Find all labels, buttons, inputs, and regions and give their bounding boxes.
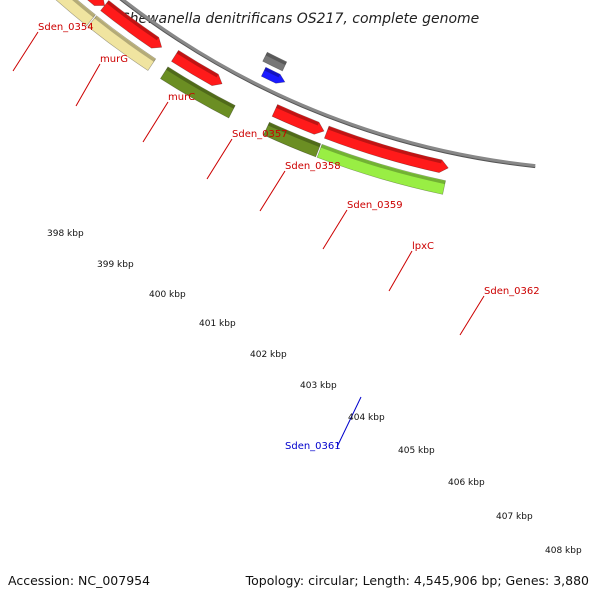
gene-Sden-0361-grey-body [262, 51, 288, 72]
scale-label: 408 kbp [545, 546, 582, 556]
rev-arrow-9-body [323, 125, 449, 173]
gene-label: Sden_0357 [232, 129, 288, 140]
gene-Sden-0359-cds-body [87, 15, 157, 71]
rev-arrow-9 [323, 125, 449, 173]
rev-arrow-7-body [171, 49, 223, 86]
gene-Sden-0362-cds [263, 121, 322, 158]
leader-line [459, 295, 485, 336]
rev-arrow-8 [271, 104, 325, 135]
leader-line [336, 396, 362, 448]
rev-arrow-7 [171, 49, 223, 86]
gene-label: Sden_0358 [285, 161, 341, 172]
gene-Sden-0362-cds-shade [267, 122, 321, 148]
leader-line [206, 138, 233, 180]
gene-label: murG [100, 54, 128, 65]
scale-label: 400 kbp [149, 290, 186, 300]
scale-label: 398 kbp [47, 229, 84, 239]
gene-Sden-0361-blue-body [260, 66, 286, 84]
gene-label: Sden_0361 [285, 441, 341, 452]
gene-Sden-0359-cds-shade [94, 16, 156, 62]
gene-label-layer: Sden_0354 murG murC Sden_0357 Sden_0358 Sden_… [12, 22, 540, 452]
rev-arrow-8-shade [276, 104, 319, 126]
rev-arrow-6-body [100, 0, 163, 49]
scale-label: 403 kbp [300, 381, 337, 391]
rev-arrow-6 [100, 0, 163, 49]
map-title: Shewanella denitrificans OS217, complete… [121, 11, 480, 27]
leader-line [75, 63, 101, 107]
scale-label: 402 kbp [250, 350, 287, 360]
gene-Sden-0363-cds [316, 143, 446, 195]
rev-arrow-5-body [87, 0, 106, 6]
accession-text: Accession: NC_007954 [8, 573, 150, 588]
backbone-line [121, 0, 536, 168]
rev-arrow-6-shade [106, 0, 159, 41]
gene-label: Sden_0362 [484, 286, 540, 297]
gene-Sden-0359-cds [87, 15, 157, 71]
gene-lpxC-cds [160, 66, 236, 119]
feature-layer [55, 0, 449, 195]
leader-line [142, 101, 169, 143]
scale-label: 401 kbp [199, 319, 236, 329]
scale-label: 399 kbp [97, 260, 134, 270]
scale-label: 404 kbp [348, 413, 385, 423]
gene-lpxC-cds-body [160, 66, 236, 119]
leader-line [259, 170, 286, 212]
genome-backbone [119, 0, 536, 169]
gene-Sden-0361-blue [260, 66, 286, 84]
gene-label: Sden_0354 [38, 22, 94, 33]
gene-Sden-0361-grey-shade [265, 52, 287, 66]
rev-arrow-5 [87, 0, 106, 6]
gene-Sden-0363-cds-body [316, 143, 446, 195]
gene-label: Sden_0359 [347, 200, 403, 211]
gene-Sden-0358-cds-body [55, 0, 96, 27]
gene-lpxC-cds-shade [166, 67, 235, 109]
rev-arrow-9-shade [327, 126, 442, 164]
gene-Sden-0358-cds-shade [72, 0, 96, 18]
rev-arrow-8-body [271, 104, 325, 135]
topology-text: Topology: circular; Length: 4,545,906 bp… [245, 573, 589, 588]
leader-line [322, 209, 348, 250]
scale-label: 406 kbp [448, 478, 485, 488]
leader-line [12, 31, 39, 72]
gene-Sden-0362-cds-body [263, 121, 322, 158]
gene-label: murC [168, 92, 195, 103]
scale-label: 407 kbp [496, 512, 533, 522]
gene-label: lpxC [412, 241, 434, 252]
gene-Sden-0361-blue-shade [264, 67, 280, 78]
gene-Sden-0358-cds [55, 0, 96, 27]
gene-Sden-0361-grey [262, 51, 288, 72]
gene-Sden-0363-cds-shade [320, 144, 446, 185]
leader-line [388, 250, 413, 292]
rev-arrow-7-shade [176, 50, 219, 78]
scale-label-layer: 398 kbp 399 kbp 400 kbp 401 kbp 402 kbp 403 k… [47, 229, 582, 556]
scale-label: 405 kbp [398, 446, 435, 456]
